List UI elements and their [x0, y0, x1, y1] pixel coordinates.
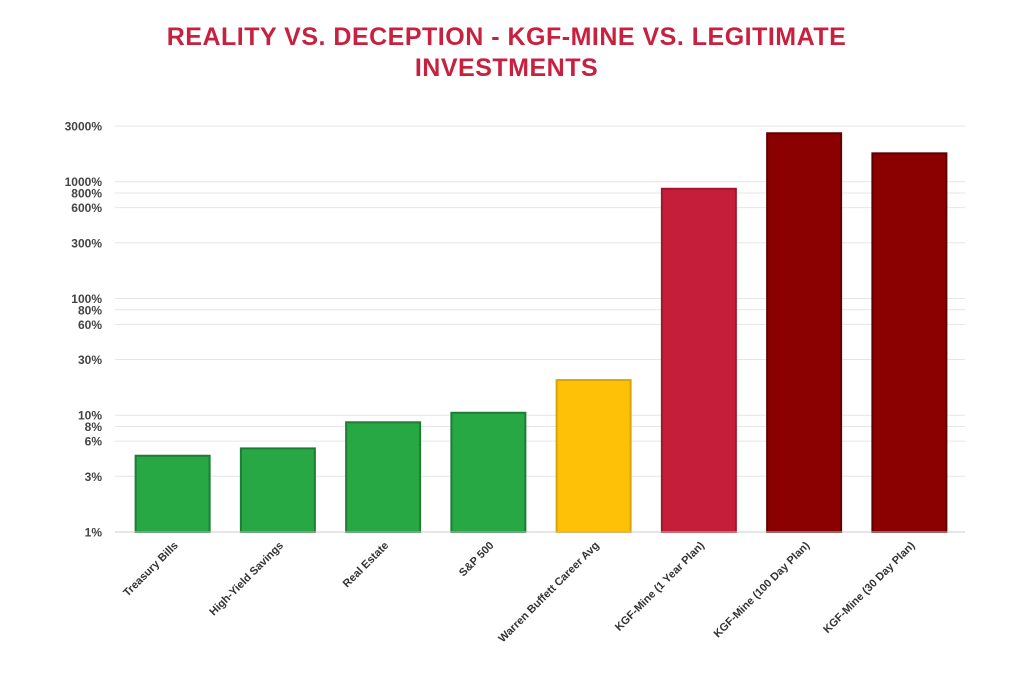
y-tick-label: 1000%	[65, 175, 103, 189]
bar-1[interactable]	[134, 454, 211, 534]
y-axis-ticks: 1% 3% 6%8%10% 30% 60%80%100% 300% 600%800%1000…	[65, 120, 103, 540]
bar-4[interactable]	[450, 411, 527, 533]
y-tick-label: 1%	[85, 526, 103, 540]
y-tick-label: 6%	[85, 435, 103, 449]
y-tick-label: 8%	[85, 420, 103, 434]
y-tick-label: 100%	[71, 292, 102, 306]
bar-2[interactable]	[239, 447, 316, 534]
x-axis-labels: Treasury Bills High-Yield Savings Real Est…	[121, 539, 917, 645]
bar-6[interactable]	[660, 187, 737, 533]
bar-7[interactable]	[766, 132, 843, 533]
x-category-label: Treasury Bills	[121, 540, 181, 600]
x-category-label: High-Yield Savings	[207, 540, 286, 619]
y-tick-label: 3%	[85, 470, 103, 484]
y-tick-label: 3000%	[65, 120, 103, 134]
bars	[134, 132, 948, 534]
bar-8[interactable]	[871, 152, 948, 534]
y-tick-label: 800%	[71, 187, 102, 201]
x-category-label: KGF-Mine (30 Day Plan)	[821, 539, 917, 635]
chart-title-line-2: INVESTMENTS	[414, 54, 599, 82]
x-category-label: S&P 500	[457, 540, 496, 579]
y-tick-label: 60%	[78, 318, 102, 332]
y-tick-label: 10%	[78, 409, 102, 423]
y-tick-label: 300%	[71, 236, 102, 250]
x-category-label: Real Estate	[341, 540, 391, 590]
chart-title: REALITY VS. DECEPTION - KGF-MINE VS. LEG…	[0, 22, 1013, 84]
x-category-label: KGF-Mine (1 Year Plan)	[613, 539, 707, 633]
bar-3[interactable]	[345, 421, 422, 533]
bar-5[interactable]	[555, 379, 632, 533]
y-tick-label: 30%	[78, 353, 102, 367]
x-category-label: Warren Buffett Career Avg	[496, 540, 601, 645]
chart-title-line-1: REALITY VS. DECEPTION - KGF-MINE VS. LEG…	[166, 23, 847, 51]
y-tick-label: 600%	[71, 201, 102, 215]
y-tick-label: 80%	[78, 303, 102, 317]
x-category-label: KGF-Mine (100 Day Plan)	[712, 539, 813, 640]
